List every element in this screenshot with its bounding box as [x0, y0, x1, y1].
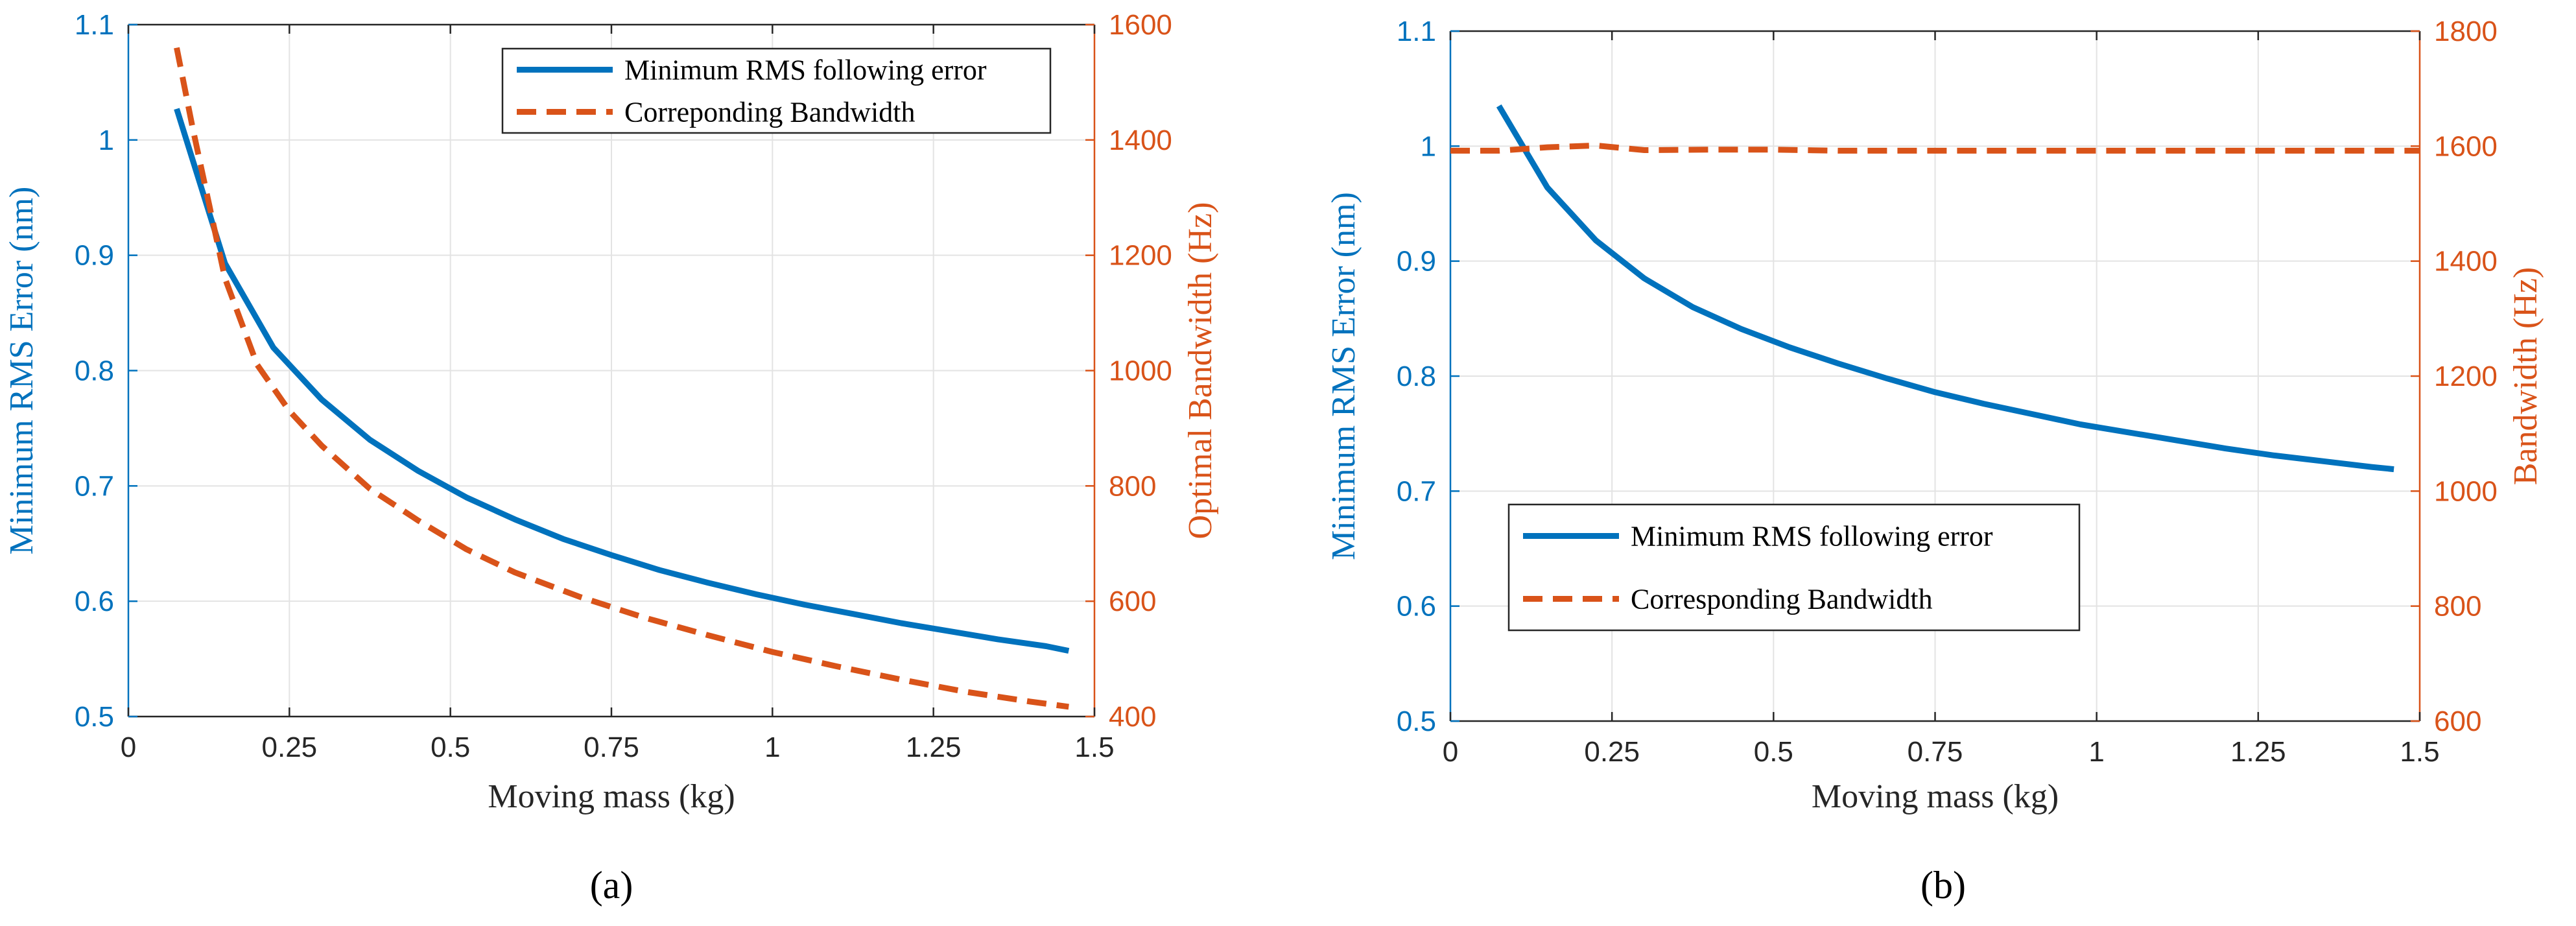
- y-right-tick-label: 1000: [2434, 475, 2498, 507]
- x-tick-label: 0.25: [262, 731, 318, 763]
- x-tick-label: 0: [1443, 736, 1458, 768]
- chart-panel-b: 0 0.25 0.5 0.75 1 1.25 1.5 0.5 0.6 0.7 0.8 0.9 1 1.1 6…: [1325, 16, 2544, 907]
- x-tick-label: 0: [121, 731, 136, 763]
- chart-panel-a: 0 0.25 0.5 0.75 1 1.25 1.5 0.5 0.6 0.7 0.8 0.9 1 1.1 4…: [3, 9, 1219, 907]
- y-right-tick-label: 1400: [2434, 246, 2498, 278]
- y-right-tick-label: 800: [1109, 470, 1156, 502]
- panel-label: (a): [590, 864, 633, 907]
- x-tick-label: 1.25: [2230, 736, 2286, 768]
- legend-box: [1507, 503, 2081, 632]
- y-left-tick-label: 0.7: [75, 470, 114, 502]
- series-line-rms-error: [1496, 104, 2394, 473]
- y-right-tick-label: 800: [2434, 591, 2481, 623]
- x-tick-label: 0.75: [1908, 736, 1963, 768]
- y-left-tick-label: 1.1: [1397, 16, 1436, 47]
- y-left-tick-label: 0.9: [1397, 246, 1436, 278]
- x-tick-label: 1: [2088, 736, 2104, 768]
- y-left-tick-label: 0.6: [75, 586, 114, 617]
- y-right-tick-label: 1200: [1109, 240, 1172, 272]
- y-left-axis-label: Minimum RMS Error (nm): [1325, 192, 1362, 560]
- legend-box: [501, 47, 1052, 134]
- y-right-tick-label: 1800: [2434, 16, 2498, 47]
- y-right-tick-label: 1000: [1109, 355, 1172, 387]
- x-tick-label: 0.25: [1584, 736, 1640, 768]
- y-left-tick-label: 1: [1421, 130, 1436, 162]
- legend-label: Correponding Bandwidth: [624, 97, 916, 128]
- legend-label: Minimum RMS following error: [624, 54, 987, 86]
- x-tick-label: 1.5: [1074, 731, 1114, 763]
- x-tick-label: 0.5: [1754, 736, 1793, 768]
- y-right-tick-label: 1400: [1109, 125, 1172, 156]
- x-axis-label: Moving mass (kg): [488, 778, 735, 815]
- x-tick-label: 1.25: [906, 731, 962, 763]
- series-line-bandwidth: [174, 47, 1069, 710]
- y-right-axis-label: Optimal Bandwidth (Hz): [1182, 202, 1219, 540]
- y-left-tick-label: 0.7: [1397, 475, 1436, 507]
- y-left-tick-label: 0.8: [75, 355, 114, 387]
- legend-label: Minimum RMS following error: [1631, 521, 1993, 552]
- legend-label: Corresponding Bandwidth: [1631, 584, 1933, 615]
- y-left-tick-label: 0.9: [75, 240, 114, 272]
- panel-label: (b): [1920, 864, 1966, 907]
- y-right-axis-label: Bandwidth (Hz): [2507, 267, 2544, 485]
- y-left-tick-label: 1: [99, 125, 114, 156]
- x-axis-label: Moving mass (kg): [1812, 778, 2059, 815]
- x-tick-label: 0.75: [584, 731, 639, 763]
- series-line-rms-error: [174, 108, 1070, 654]
- y-right-tick-label: 600: [1109, 586, 1156, 617]
- y-right-tick-label: 1600: [2434, 130, 2498, 162]
- y-left-tick-label: 1.1: [75, 9, 114, 41]
- x-tick-label: 0.5: [431, 731, 470, 763]
- series-line-bandwidth: [1450, 142, 2420, 154]
- y-right-tick-label: 1200: [2434, 361, 2498, 392]
- y-left-tick-label: 0.5: [75, 701, 114, 733]
- y-right-tick-label: 400: [1109, 701, 1156, 733]
- x-tick-label: 1: [764, 731, 780, 763]
- x-tick-label: 1.5: [2400, 736, 2439, 768]
- y-left-axis-label: Minimum RMS Error (nm): [3, 187, 40, 555]
- y-left-tick-label: 0.6: [1397, 591, 1436, 623]
- y-right-tick-label: 1600: [1109, 9, 1172, 41]
- y-right-tick-label: 600: [2434, 706, 2481, 737]
- y-left-tick-label: 0.8: [1397, 361, 1436, 392]
- y-left-tick-label: 0.5: [1397, 706, 1436, 737]
